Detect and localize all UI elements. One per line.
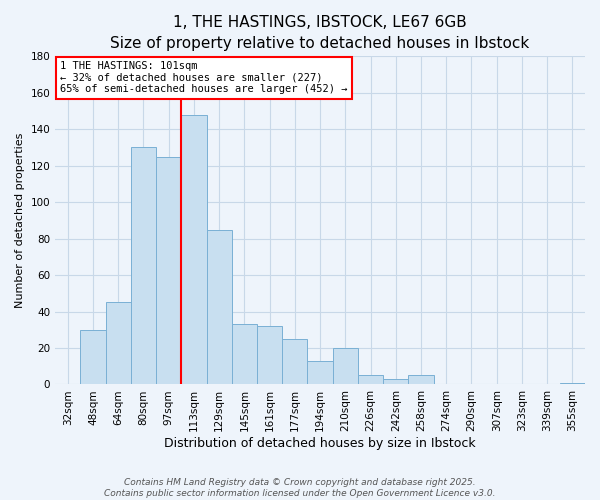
Bar [409, 376, 434, 384]
Bar [106, 302, 131, 384]
Bar [332, 348, 358, 385]
Text: 1 THE HASTINGS: 101sqm
← 32% of detached houses are smaller (227)
65% of semi-de: 1 THE HASTINGS: 101sqm ← 32% of detached… [61, 62, 348, 94]
Title: 1, THE HASTINGS, IBSTOCK, LE67 6GB
Size of property relative to detached houses : 1, THE HASTINGS, IBSTOCK, LE67 6GB Size … [110, 15, 530, 51]
Bar [131, 148, 156, 384]
Y-axis label: Number of detached properties: Number of detached properties [15, 132, 25, 308]
Bar [560, 382, 585, 384]
Bar [156, 156, 181, 384]
Bar [282, 339, 307, 384]
Bar [80, 330, 106, 384]
Bar [358, 376, 383, 384]
Bar [232, 324, 257, 384]
Bar [307, 361, 332, 384]
Text: Contains HM Land Registry data © Crown copyright and database right 2025.
Contai: Contains HM Land Registry data © Crown c… [104, 478, 496, 498]
Bar [181, 114, 206, 384]
X-axis label: Distribution of detached houses by size in Ibstock: Distribution of detached houses by size … [164, 437, 476, 450]
Bar [257, 326, 282, 384]
Bar [383, 379, 409, 384]
Bar [206, 230, 232, 384]
